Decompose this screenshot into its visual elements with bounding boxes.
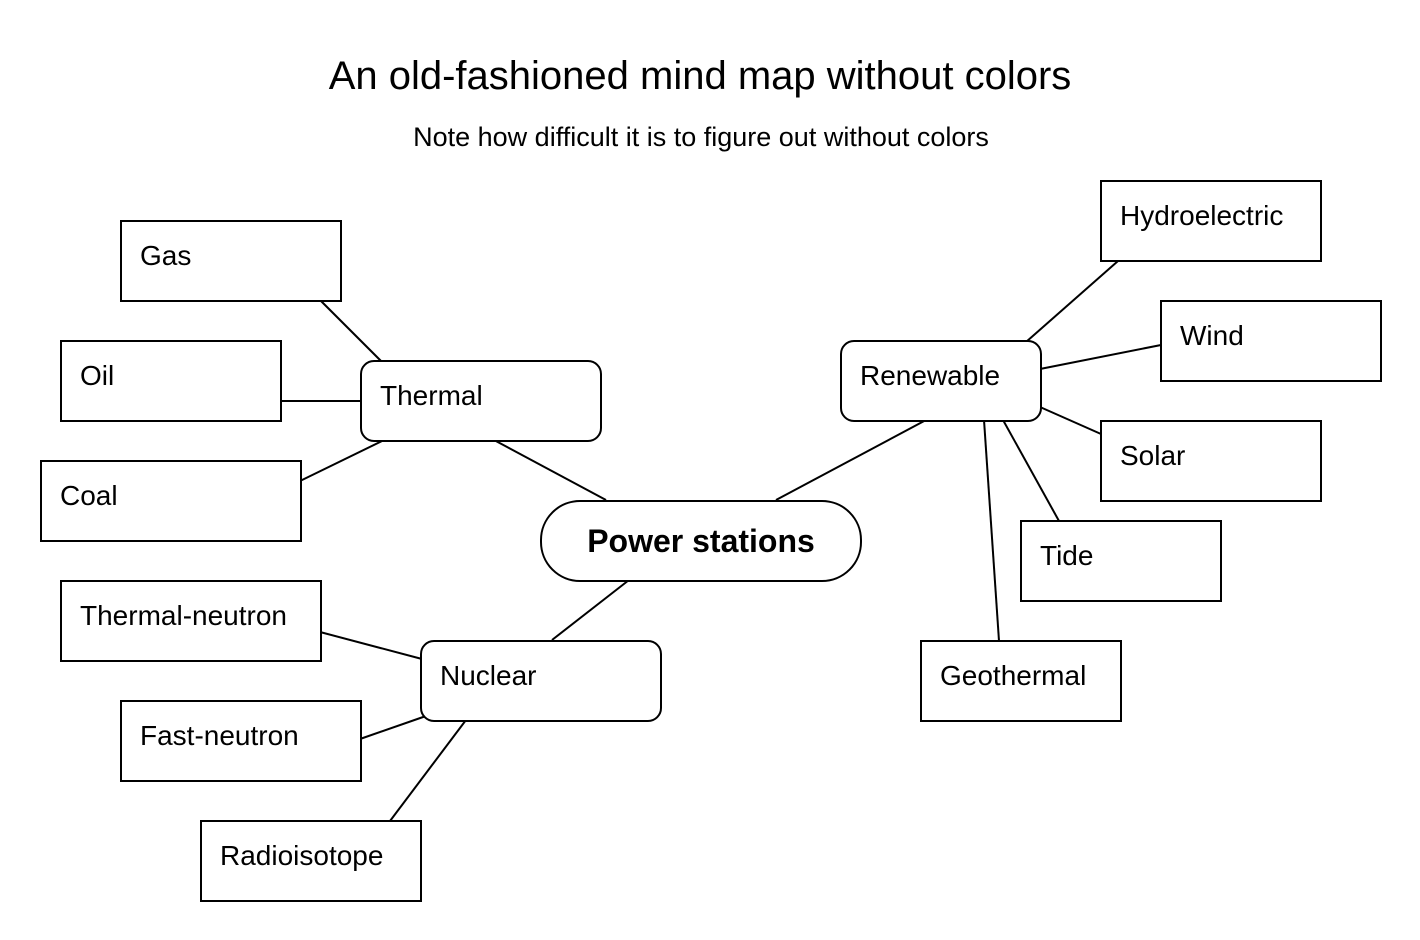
leaf-node-gas: Gas <box>120 220 342 302</box>
leaf-node-label: Thermal-neutron <box>80 600 287 631</box>
branch-node-nuclear: Nuclear <box>420 640 662 722</box>
diagram-subtitle: Note how difficult it is to figure out w… <box>413 122 989 152</box>
leaf-node-solar: Solar <box>1100 420 1322 502</box>
leaf-node-radioisotope: Radioisotope <box>200 820 422 902</box>
branch-node-label: Nuclear <box>440 660 537 691</box>
link-root-renewable <box>775 419 927 501</box>
leaf-node-label: Fast-neutron <box>140 720 299 751</box>
link-nuclear-fast-neutron <box>359 715 427 740</box>
leaf-node-label: Tide <box>1040 540 1094 571</box>
leaf-node-geothermal: Geothermal <box>920 640 1122 722</box>
link-root-nuclear <box>551 579 630 641</box>
leaf-node-coal: Coal <box>40 460 302 542</box>
leaf-node-label: Geothermal <box>940 660 1087 691</box>
branch-node-renewable: Renewable <box>840 340 1042 422</box>
leaf-node-hydroelectric: Hydroelectric <box>1100 180 1322 262</box>
leaf-node-label: Solar <box>1120 440 1186 471</box>
root-node-label: Power stations <box>587 523 815 559</box>
leaf-node-tide: Tide <box>1020 520 1222 602</box>
leaf-node-label: Oil <box>80 360 115 391</box>
link-renewable-wind <box>1039 344 1162 370</box>
link-thermal-gas <box>319 299 382 362</box>
leaf-node-label: Coal <box>60 480 118 511</box>
leaf-node-label: Radioisotope <box>220 840 384 871</box>
link-nuclear-thermal-neutron <box>319 631 423 660</box>
leaf-node-wind: Wind <box>1160 300 1382 382</box>
branch-node-label: Renewable <box>860 360 1001 391</box>
diagram-title: An old-fashioned mind map without colors <box>328 54 1072 98</box>
branch-node-label: Thermal <box>380 380 483 411</box>
leaf-node-label: Gas <box>140 240 192 271</box>
link-thermal-coal <box>299 440 383 482</box>
link-renewable-geothermal <box>983 419 1000 642</box>
root-node-power-stations: Power stations <box>540 500 862 582</box>
link-renewable-solar <box>1039 406 1102 435</box>
leaf-node-fast-neutron: Fast-neutron <box>120 700 362 782</box>
leaf-node-label: Wind <box>1180 320 1244 351</box>
link-renewable-hydroelectric <box>1025 260 1119 343</box>
leaf-node-thermal-neutron: Thermal-neutron <box>60 580 322 662</box>
link-renewable-tide <box>1002 419 1060 522</box>
link-root-thermal <box>493 439 607 501</box>
leaf-node-oil: Oil <box>60 340 282 422</box>
link-nuclear-radioisotope <box>389 719 467 822</box>
branch-node-thermal: Thermal <box>360 360 602 442</box>
leaf-node-label: Hydroelectric <box>1120 200 1284 231</box>
